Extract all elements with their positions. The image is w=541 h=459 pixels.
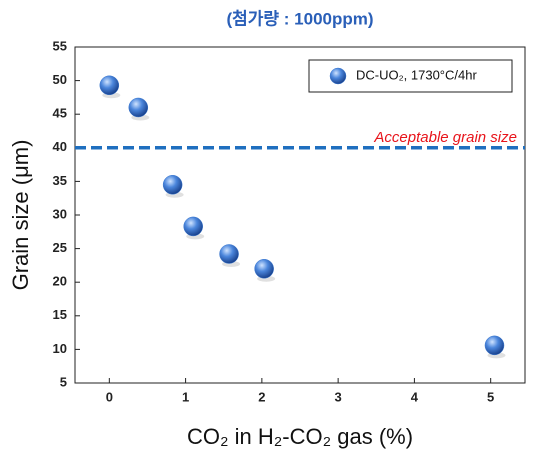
point [254,259,274,279]
y-tick-label: 15 [53,307,67,322]
y-tick-label: 35 [53,173,67,188]
x-tick-label: 1 [182,389,189,404]
y-axis-label: Grain size (μm) [8,140,33,291]
point [183,216,203,237]
x-tick-label: 0 [106,389,113,404]
y-tick-label: 10 [53,341,67,356]
x-axis-label: CO₂ in H₂-CO₂ gas (%) [187,424,413,449]
point [484,335,505,356]
plot-frame [74,46,526,384]
y-tick-label: 5 [60,374,67,389]
y-tick-label: 20 [53,274,67,289]
point [219,244,239,264]
reference-label: Acceptable grain size [373,129,517,146]
y-tick-label: 55 [53,38,67,53]
y-tick-label: 25 [53,240,67,255]
y-tick-label: 50 [53,72,67,87]
legend-marker [329,67,347,85]
chart-title: (첨가량 : 1000ppm) [226,8,373,28]
point [162,175,183,195]
y-tick-label: 45 [53,106,67,121]
x-tick-label: 2 [258,389,265,404]
x-tick-label: 3 [335,389,342,404]
y-tick-label: 40 [53,139,67,154]
point [128,97,149,118]
y-tick-label: 30 [53,206,67,221]
x-tick-label: 5 [487,389,494,404]
legend-label: DC-UO₂, 1730°C/4hr [356,67,477,82]
point [99,75,120,96]
x-tick-label: 4 [411,389,419,404]
